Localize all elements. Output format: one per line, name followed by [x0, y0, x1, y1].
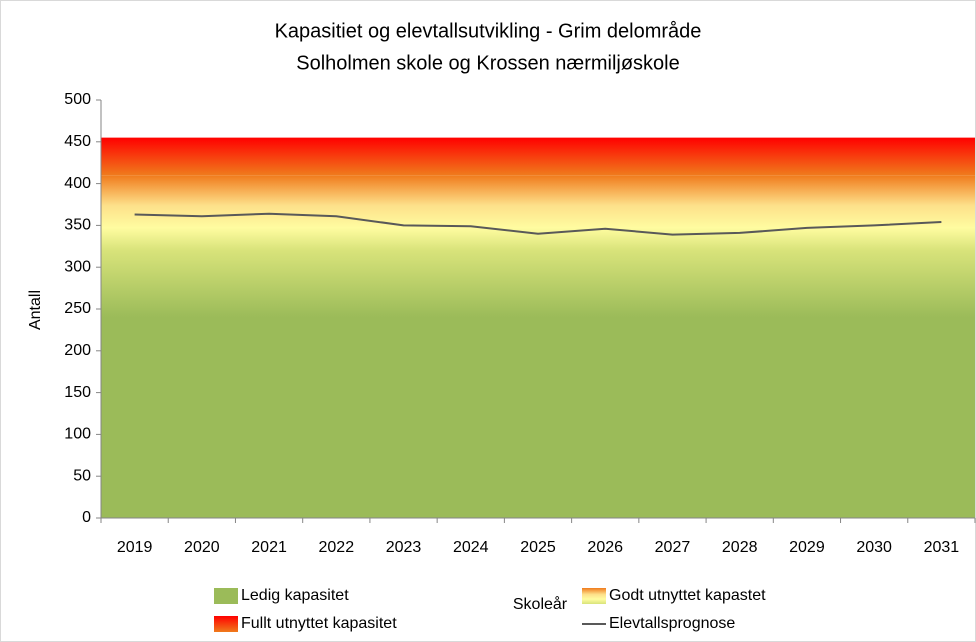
x-tick-label: 2030 [856, 539, 892, 556]
x-axis-label: Skoleår [513, 595, 568, 613]
y-tick-label: 400 [64, 175, 91, 192]
x-tick-label: 2020 [184, 539, 220, 556]
x-tick-label: 2019 [117, 539, 153, 556]
plot-area: 0 50 100 150 200 250 300 350 400 450 500 2019 2020 20… [64, 91, 976, 556]
y-tick-label: 300 [64, 258, 91, 275]
y-tick-label: 250 [64, 300, 91, 317]
y-axis-label: Antall [27, 290, 44, 330]
x-tick-label: 2026 [587, 539, 623, 556]
x-tick-label: 2027 [655, 539, 691, 556]
x-tick-label: 2023 [386, 539, 422, 556]
y-tick-label: 100 [64, 426, 91, 443]
y-tick-label: 350 [64, 217, 91, 234]
line [134, 212, 942, 236]
area [101, 175, 975, 251]
x-tick-label: 2024 [453, 539, 489, 556]
legend-swatch [582, 588, 606, 604]
x-tick-label: 2029 [789, 539, 825, 556]
y-tick-label: 0 [82, 509, 91, 526]
legend: Ledig kapasitet Godt utnyttet kapastet Ful… [214, 587, 766, 632]
x-tick-label: 2022 [319, 539, 355, 556]
x-tick-label: 2031 [924, 539, 960, 556]
y-tick-label: 450 [64, 133, 91, 150]
legend-label: Godt utnyttet kapastet [609, 587, 766, 604]
y-tick-label: 50 [73, 467, 91, 484]
legend-label: Ledig kapasitet [241, 587, 349, 604]
x-tick-label: 2021 [251, 539, 287, 556]
y-tick-label: 150 [64, 384, 91, 401]
area [101, 250, 975, 519]
y-tick-label: 200 [64, 342, 91, 359]
area [101, 137, 975, 176]
legend-label: Elevtallsprognose [609, 615, 735, 632]
chart-title: Kapasitiet og elevtallsutvikling - Grim … [275, 20, 702, 42]
x-tick-label: 2025 [520, 539, 556, 556]
chart-subtitle: Solholmen skole og Krossen nærmiljøskole [296, 52, 680, 74]
x-tick-label: 2028 [722, 539, 758, 556]
legend-swatch [214, 588, 238, 604]
y-tick-label: 500 [64, 91, 91, 108]
legend-label: Fullt utnyttet kapasitet [241, 615, 397, 632]
legend-swatch [214, 616, 238, 632]
